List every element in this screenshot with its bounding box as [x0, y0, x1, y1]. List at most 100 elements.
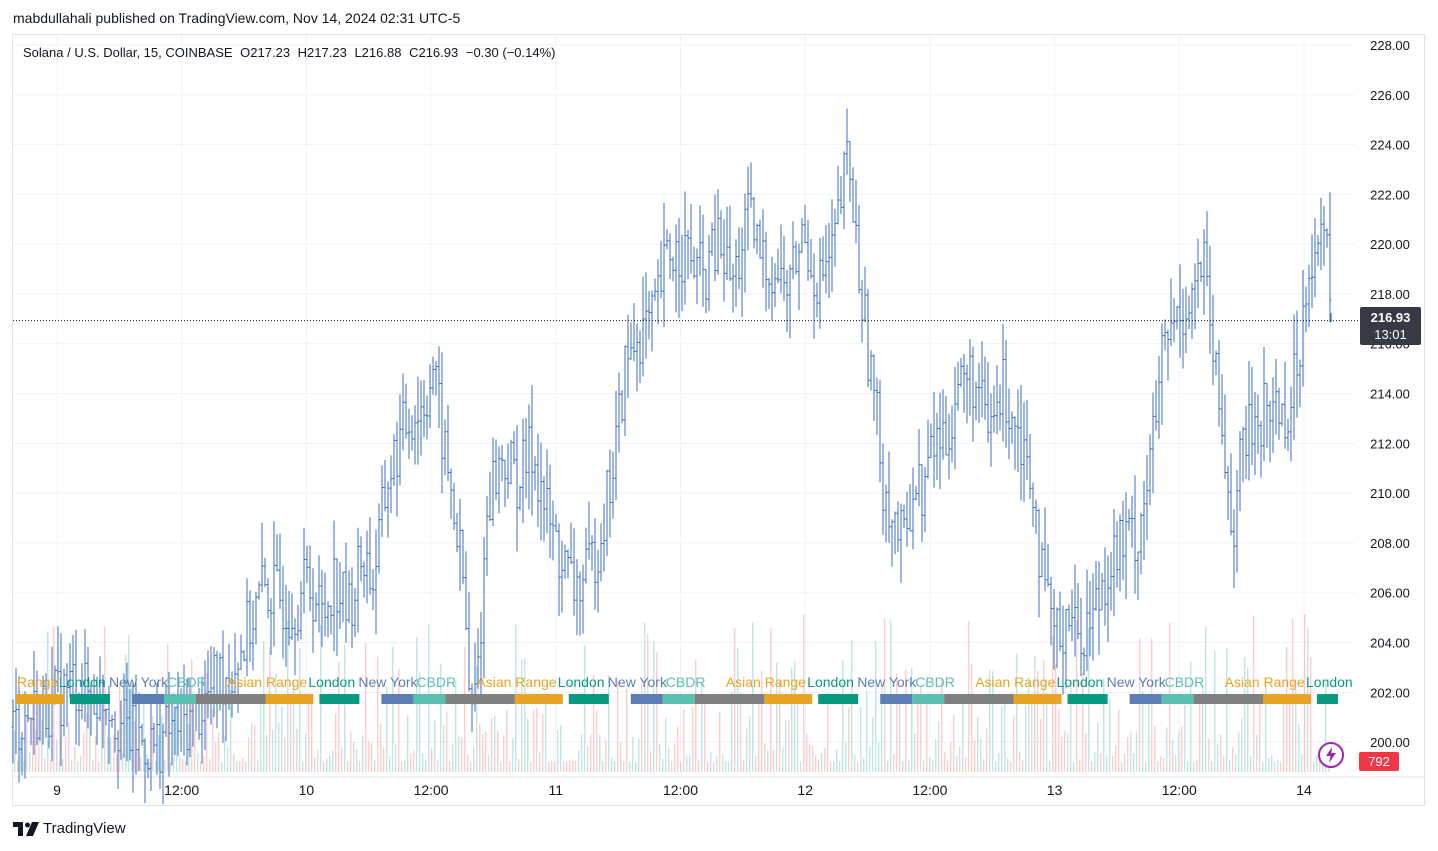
publish-header: mabdullahali published on TradingView.co… [13, 10, 461, 26]
volume-bar [497, 730, 499, 772]
volume-bar [1316, 755, 1318, 772]
volume-bar [1067, 733, 1069, 772]
ohlc-bar [770, 256, 774, 321]
ohlc-bar [797, 243, 801, 310]
volume-bar [1019, 752, 1021, 772]
volume-bar [263, 641, 265, 772]
volume-bar [197, 752, 199, 772]
volume-bar [89, 680, 91, 772]
ohlc-bar [398, 394, 402, 486]
ohlc-bar [764, 231, 768, 312]
ohlc-bar [401, 373, 405, 451]
footer-brand[interactable]: TradingView [13, 820, 126, 837]
lightning-icon[interactable] [1318, 742, 1344, 768]
ohlc-bar [923, 467, 927, 533]
ohlc-bar [278, 533, 282, 609]
ohlc-bar [326, 601, 330, 638]
volume-bar [974, 739, 976, 772]
volume-bar [59, 699, 61, 772]
volume-bar [1259, 702, 1261, 772]
volume-bar [110, 737, 112, 772]
volume-bar [1238, 732, 1240, 772]
ohlc-bar [311, 568, 315, 653]
ohlc-bar [890, 519, 894, 567]
ohlc-bar [878, 379, 882, 483]
volume-bar [68, 722, 70, 772]
ohlc-bar [1079, 597, 1083, 677]
ohlc-bar [569, 522, 573, 565]
ohlc-bar [611, 451, 615, 519]
volume-bar [701, 683, 703, 772]
ohlc-bar [293, 618, 297, 676]
ohlc-bar [566, 549, 570, 579]
volume-bar [407, 715, 409, 772]
volume-bar [824, 748, 826, 772]
ohlc-bar [707, 234, 711, 311]
volume-bar [1109, 698, 1111, 772]
volume-bar [227, 748, 229, 772]
ohlc-bar [671, 256, 675, 282]
volume-bar [1058, 709, 1060, 772]
session-strip [1013, 694, 1062, 704]
y-tick-label: 218.00 [1370, 287, 1410, 302]
ohlc-bar [302, 527, 306, 614]
ohlc-bar [1187, 295, 1191, 330]
ohlc-bar [836, 165, 840, 225]
volume-bar [1226, 648, 1228, 772]
session-label: CBDR [666, 674, 706, 690]
ohlc-bar [56, 626, 60, 693]
ohlc-bar [233, 633, 237, 701]
volume-bar [347, 761, 349, 772]
volume-bar [581, 734, 583, 772]
volume-bar [956, 756, 958, 772]
volume-bar [215, 741, 217, 772]
ohlc-bar [1193, 263, 1197, 330]
volume-bar [728, 761, 730, 772]
volume-bar [593, 674, 595, 772]
ohlc-bar [794, 241, 798, 275]
volume-bar [1220, 734, 1222, 772]
session-label: CBDR [1165, 674, 1205, 690]
change-value: −0.30 (−0.14%) [465, 45, 556, 60]
ohlc-bar [659, 240, 663, 299]
ohlc-bar [50, 646, 54, 762]
volume-bar [257, 760, 259, 772]
volume-bar [722, 754, 724, 772]
ohlc-bar [713, 194, 717, 282]
volume-bar [1010, 761, 1012, 772]
ohlc-bar [371, 568, 375, 611]
volume-bar [671, 761, 673, 772]
volume-bar [122, 753, 124, 772]
ohlc-bar [209, 646, 213, 725]
ohlc-bar [848, 141, 852, 202]
ohlc-bar [971, 346, 975, 442]
ohlc-bar [1094, 560, 1098, 612]
symbol-name[interactable]: Solana / U.S. Dollar, 15, COINBASE [23, 45, 233, 60]
ohlc-bar [434, 361, 438, 396]
volume-bar [608, 675, 610, 772]
ohlc-bar [491, 437, 495, 527]
ohlc-bar [515, 425, 519, 552]
session-strip [944, 694, 1015, 704]
ohlc-bar [503, 459, 507, 508]
volume-bar [989, 669, 991, 772]
ohlc-bar [20, 732, 24, 776]
volume-bar [614, 760, 616, 772]
ohlc-bar [287, 590, 291, 646]
ohlc-bar [863, 266, 867, 323]
ohlc-bar [443, 419, 447, 476]
session-strip [514, 694, 563, 704]
x-tick-label: 12 [797, 782, 813, 798]
volume-bar [425, 760, 427, 772]
volume-bar [704, 702, 706, 772]
ohlc-bar [1169, 278, 1173, 347]
volume-bar [1283, 694, 1285, 772]
ohlc-bar [1151, 392, 1155, 494]
volume-bar [755, 756, 757, 772]
volume-bar [512, 738, 514, 772]
volume-bar [1040, 719, 1042, 772]
volume-bar [668, 747, 670, 772]
x-tick-label: 13 [1047, 782, 1063, 798]
volume-bar [80, 755, 82, 772]
